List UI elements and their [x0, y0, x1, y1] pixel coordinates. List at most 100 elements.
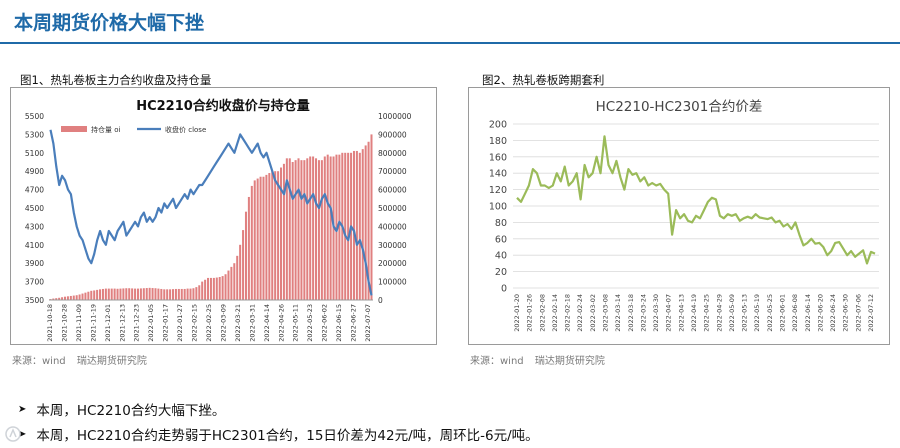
x-tick-label: 2022-04-29: [715, 294, 723, 332]
oi-bar: [52, 298, 55, 300]
x-tick-label: 2021-12-23: [133, 304, 141, 342]
spread-line: [516, 135, 876, 265]
x-tick-label: 2022-06-27: [350, 304, 358, 342]
x-tick-label: 2022-01-17: [162, 304, 170, 342]
x-tick-label: 2021-12-13: [118, 304, 126, 342]
oi-bar: [207, 277, 210, 300]
oi-bar: [274, 171, 277, 300]
x-tick-label: 2022-06-08: [791, 294, 799, 332]
y-tick-label: 60: [495, 234, 507, 245]
bullet-text: 本周，HC2210合约走势弱于HC2301合约，15日价差为42元/吨，周环比-…: [36, 428, 539, 444]
y-tick-label: 80: [495, 218, 507, 229]
oi-bar: [104, 288, 107, 300]
oi-bar: [364, 145, 367, 300]
x-tick-label: 2022-04-26: [277, 304, 285, 342]
x-tick-label: 2022-03-09: [219, 304, 227, 342]
oi-bar: [344, 152, 347, 300]
y-tick-label: 20: [495, 267, 507, 278]
x-tick-label: 2022-04-14: [263, 304, 271, 342]
oi-bar: [285, 158, 288, 300]
x-tick-label: 2022-03-21: [234, 304, 242, 342]
oi-bar: [262, 176, 265, 300]
oi-bar: [90, 290, 93, 300]
x-tick-label: 2022-07-12: [867, 294, 875, 332]
x-tick-label: 2022-04-25: [703, 294, 711, 332]
x-tick-label: 2022-02-25: [205, 304, 213, 342]
oi-bar: [250, 185, 253, 300]
oi-bar: [361, 149, 364, 300]
oi-bar: [320, 160, 323, 300]
oi-bar: [186, 288, 189, 300]
y-right-tick-label: 300000: [378, 241, 407, 250]
oi-bar: [75, 295, 78, 300]
y-left-tick-label: 5100: [25, 149, 44, 158]
oi-bar: [148, 287, 151, 300]
oi-bar: [218, 277, 221, 300]
y-right-tick-label: 1000000: [378, 112, 412, 121]
bullet-item: ➤ 本周，HC2210合约走势弱于HC2301合约，15日价差为42元/吨，周环…: [18, 424, 539, 444]
oi-bar: [119, 288, 122, 300]
x-tick-label: 2022-06-30: [842, 294, 850, 332]
x-tick-label: 2022-04-19: [690, 294, 698, 332]
y-tick-label: 120: [489, 185, 507, 196]
x-tick-label: 2022-07-06: [854, 294, 862, 332]
y-left-tick-label: 4500: [25, 204, 44, 213]
oi-bar: [242, 230, 245, 300]
oi-bar: [347, 152, 350, 300]
oi-bar: [265, 174, 268, 300]
watermark-icon: [5, 426, 21, 442]
y-tick-label: 200: [489, 120, 507, 131]
oi-bar: [227, 270, 230, 300]
figure-2-source: 来源：wind 瑞达期货研究院: [470, 352, 613, 367]
y-left-tick-label: 4100: [25, 241, 44, 250]
oi-bar: [78, 294, 81, 300]
x-tick-label: 2022-02-14: [551, 294, 559, 332]
x-tick-label: 2022-05-09: [728, 294, 736, 332]
bullet-text: 本周，HC2210合约大幅下挫。: [36, 403, 226, 419]
oi-bar: [72, 295, 75, 300]
oi-bar: [189, 288, 192, 300]
y-tick-label: 140: [489, 169, 507, 180]
oi-bar: [93, 290, 96, 300]
oi-bar: [352, 150, 355, 300]
oi-bar: [87, 291, 90, 300]
y-tick-label: 180: [489, 136, 507, 147]
oi-bar: [312, 156, 315, 300]
x-tick-label: 2021-10-28: [60, 304, 68, 342]
oi-bar: [209, 277, 212, 300]
oi-bar: [131, 288, 134, 300]
y-left-tick-label: 3500: [25, 296, 44, 305]
oi-bar: [335, 154, 338, 300]
y-tick-label: 160: [489, 152, 507, 163]
oi-bar: [96, 289, 99, 300]
oi-bar: [122, 288, 125, 300]
x-tick-label: 2022-03-31: [248, 304, 256, 342]
oi-bar: [300, 160, 303, 300]
figure-1-caption: 图1、热轧卷板主力合约收盘及持仓量: [20, 73, 212, 87]
oi-bar: [247, 196, 250, 300]
x-tick-label: 2022-05-19: [753, 294, 761, 332]
y-tick-label: 40: [495, 251, 507, 262]
figure-2-panel: HC2210-HC2301合约价差 0 20 40 60 80 100 120 140 160 18…: [468, 87, 890, 345]
x-tick-label: 2022-03-14: [614, 294, 622, 332]
y-left-tick-label: 4300: [25, 222, 44, 231]
oi-bar: [55, 298, 58, 300]
x-tick-label: 2022-01-05: [147, 304, 155, 342]
oi-bar: [338, 154, 341, 300]
oi-bar: [306, 158, 309, 300]
figure-1-panel: HC2210合约收盘价与持仓量 3500 3700 3900 4100 4300 4500 4…: [10, 87, 437, 345]
oi-bar: [256, 178, 259, 300]
x-tick-label: 2022-04-13: [677, 294, 685, 332]
oi-bar: [169, 289, 172, 300]
x-tick-label: 2022-03-18: [627, 294, 635, 332]
oi-bar: [134, 288, 137, 300]
y-left-tick-label: 5500: [25, 112, 44, 121]
oi-bar: [294, 160, 297, 300]
oi-bar: [323, 156, 326, 300]
x-tick-label: 2022-02-15: [191, 304, 199, 342]
oi-bar: [58, 297, 61, 300]
oi-bar: [171, 289, 175, 300]
oi-bar: [63, 296, 67, 300]
x-tick-label: 2022-03-02: [589, 294, 597, 332]
oi-bar: [136, 288, 139, 300]
